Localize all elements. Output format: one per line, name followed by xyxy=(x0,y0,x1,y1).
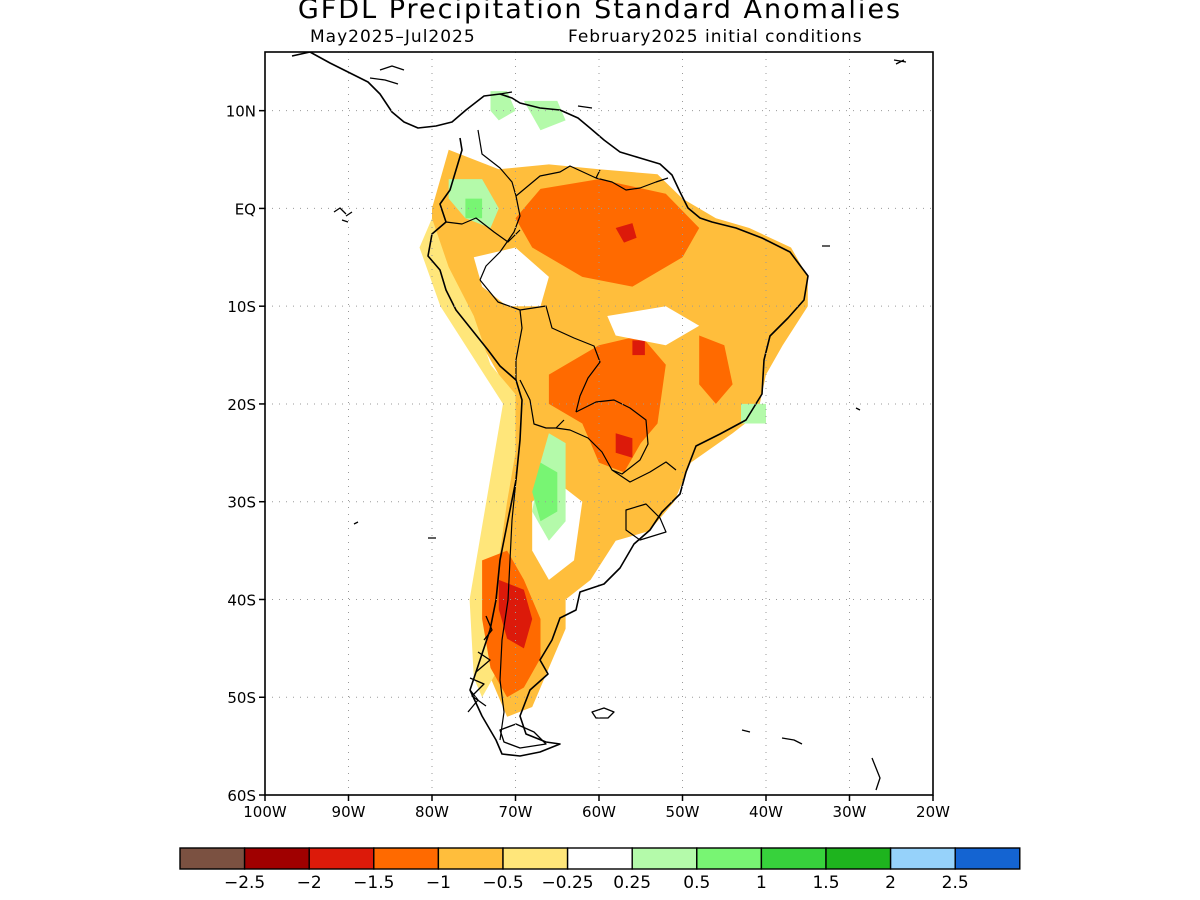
colorbar-label: 2 xyxy=(885,873,896,893)
lon-tick-label: 70W xyxy=(499,803,533,821)
colorbar-swatch xyxy=(243,847,310,870)
colorbar-label: −2 xyxy=(297,873,322,893)
anomaly-patch-19 xyxy=(465,198,483,219)
forecast-period: May2025–Jul2025 xyxy=(310,27,476,47)
lon-tick-label: 80W xyxy=(415,803,449,821)
lat-tick-label: 20S xyxy=(227,396,256,414)
lat-tick-label: EQ xyxy=(235,200,256,218)
south-america-outline xyxy=(291,52,809,757)
lon-tick-label: 40W xyxy=(749,803,783,821)
lon-tick-label: 90W xyxy=(332,803,366,821)
lon-tick-label: 20W xyxy=(916,803,950,821)
colorbar-label: 1 xyxy=(756,873,767,893)
anomaly-patch-15 xyxy=(490,91,516,121)
atlantic-islands xyxy=(353,245,861,733)
colorbar-swatch xyxy=(760,847,827,870)
colorbar-swatch xyxy=(954,847,1021,870)
colorbar-swatch xyxy=(502,847,569,870)
initial-conditions: February2025 initial conditions xyxy=(568,27,863,47)
anomaly-field xyxy=(419,91,808,717)
colorbar: −2.5 −2 −1.5 −1 −0.5 −0.25 0.25 0.5 1 1.5 2 2.5 xyxy=(179,847,1021,893)
anomaly-patch-16 xyxy=(523,100,566,131)
colorbar-swatch xyxy=(437,847,504,870)
lon-tick-label: 30W xyxy=(833,803,867,821)
coastlines xyxy=(291,52,907,791)
chiloe-and-fjords xyxy=(467,615,493,713)
colorbar-swatch xyxy=(373,847,440,870)
colorbar-swatch xyxy=(631,847,698,870)
lon-tick-label: 60W xyxy=(582,803,616,821)
sandwich-islands xyxy=(871,757,881,791)
anomaly-patch-3 xyxy=(548,335,666,473)
anomaly-patch-7 xyxy=(615,223,637,243)
lat-tick-label: 50S xyxy=(227,689,256,707)
colorbar-label: −1 xyxy=(426,873,451,893)
colorbar-swatch xyxy=(308,847,375,870)
colorbar-swatch xyxy=(566,847,633,870)
tierra-del-fuego xyxy=(499,723,547,749)
lat-tick-label: 30S xyxy=(227,494,256,512)
colorbar-swatch xyxy=(889,847,956,870)
caribbean-islands xyxy=(369,59,907,109)
colorbar-swatch xyxy=(696,847,763,870)
galapagos-islands xyxy=(333,207,353,223)
anomaly-patch-18 xyxy=(532,462,558,522)
lon-tick-label: 50W xyxy=(666,803,700,821)
south-georgia xyxy=(781,737,803,745)
anomaly-patch-9 xyxy=(632,340,645,356)
falkland-islands xyxy=(591,707,615,719)
country-borders xyxy=(445,129,677,741)
lat-tick-label: 10S xyxy=(227,298,256,316)
anomaly-patch-10 xyxy=(473,247,549,307)
colorbar-label: −1.5 xyxy=(353,873,394,893)
colorbar-label: −2.5 xyxy=(224,873,265,893)
anomaly-patch-8 xyxy=(615,433,633,458)
anomaly-patch-6 xyxy=(498,579,533,649)
colorbar-label: 0.25 xyxy=(613,873,651,893)
colorbar-label: −0.5 xyxy=(482,873,523,893)
colorbar-label: 1.5 xyxy=(812,873,839,893)
colorbar-label: 0.5 xyxy=(683,873,710,893)
colorbar-label: 2.5 xyxy=(942,873,969,893)
anomaly-patch-12 xyxy=(607,306,700,346)
lat-tick-label: 40S xyxy=(227,591,256,609)
anomaly-patch-2 xyxy=(515,179,700,287)
anomaly-patch-4 xyxy=(699,335,733,404)
lat-tick-label: 60S xyxy=(227,787,256,805)
lon-tick-label: 100W xyxy=(243,803,287,821)
graticule xyxy=(265,52,933,795)
colorbar-swatch xyxy=(825,847,892,870)
colorbar-label: −0.25 xyxy=(542,873,594,893)
lat-tick-label: 10N xyxy=(226,103,256,121)
colorbar-swatch xyxy=(179,847,246,870)
chart-title: GFDL Precipitation Standard Anomalies xyxy=(297,0,903,25)
